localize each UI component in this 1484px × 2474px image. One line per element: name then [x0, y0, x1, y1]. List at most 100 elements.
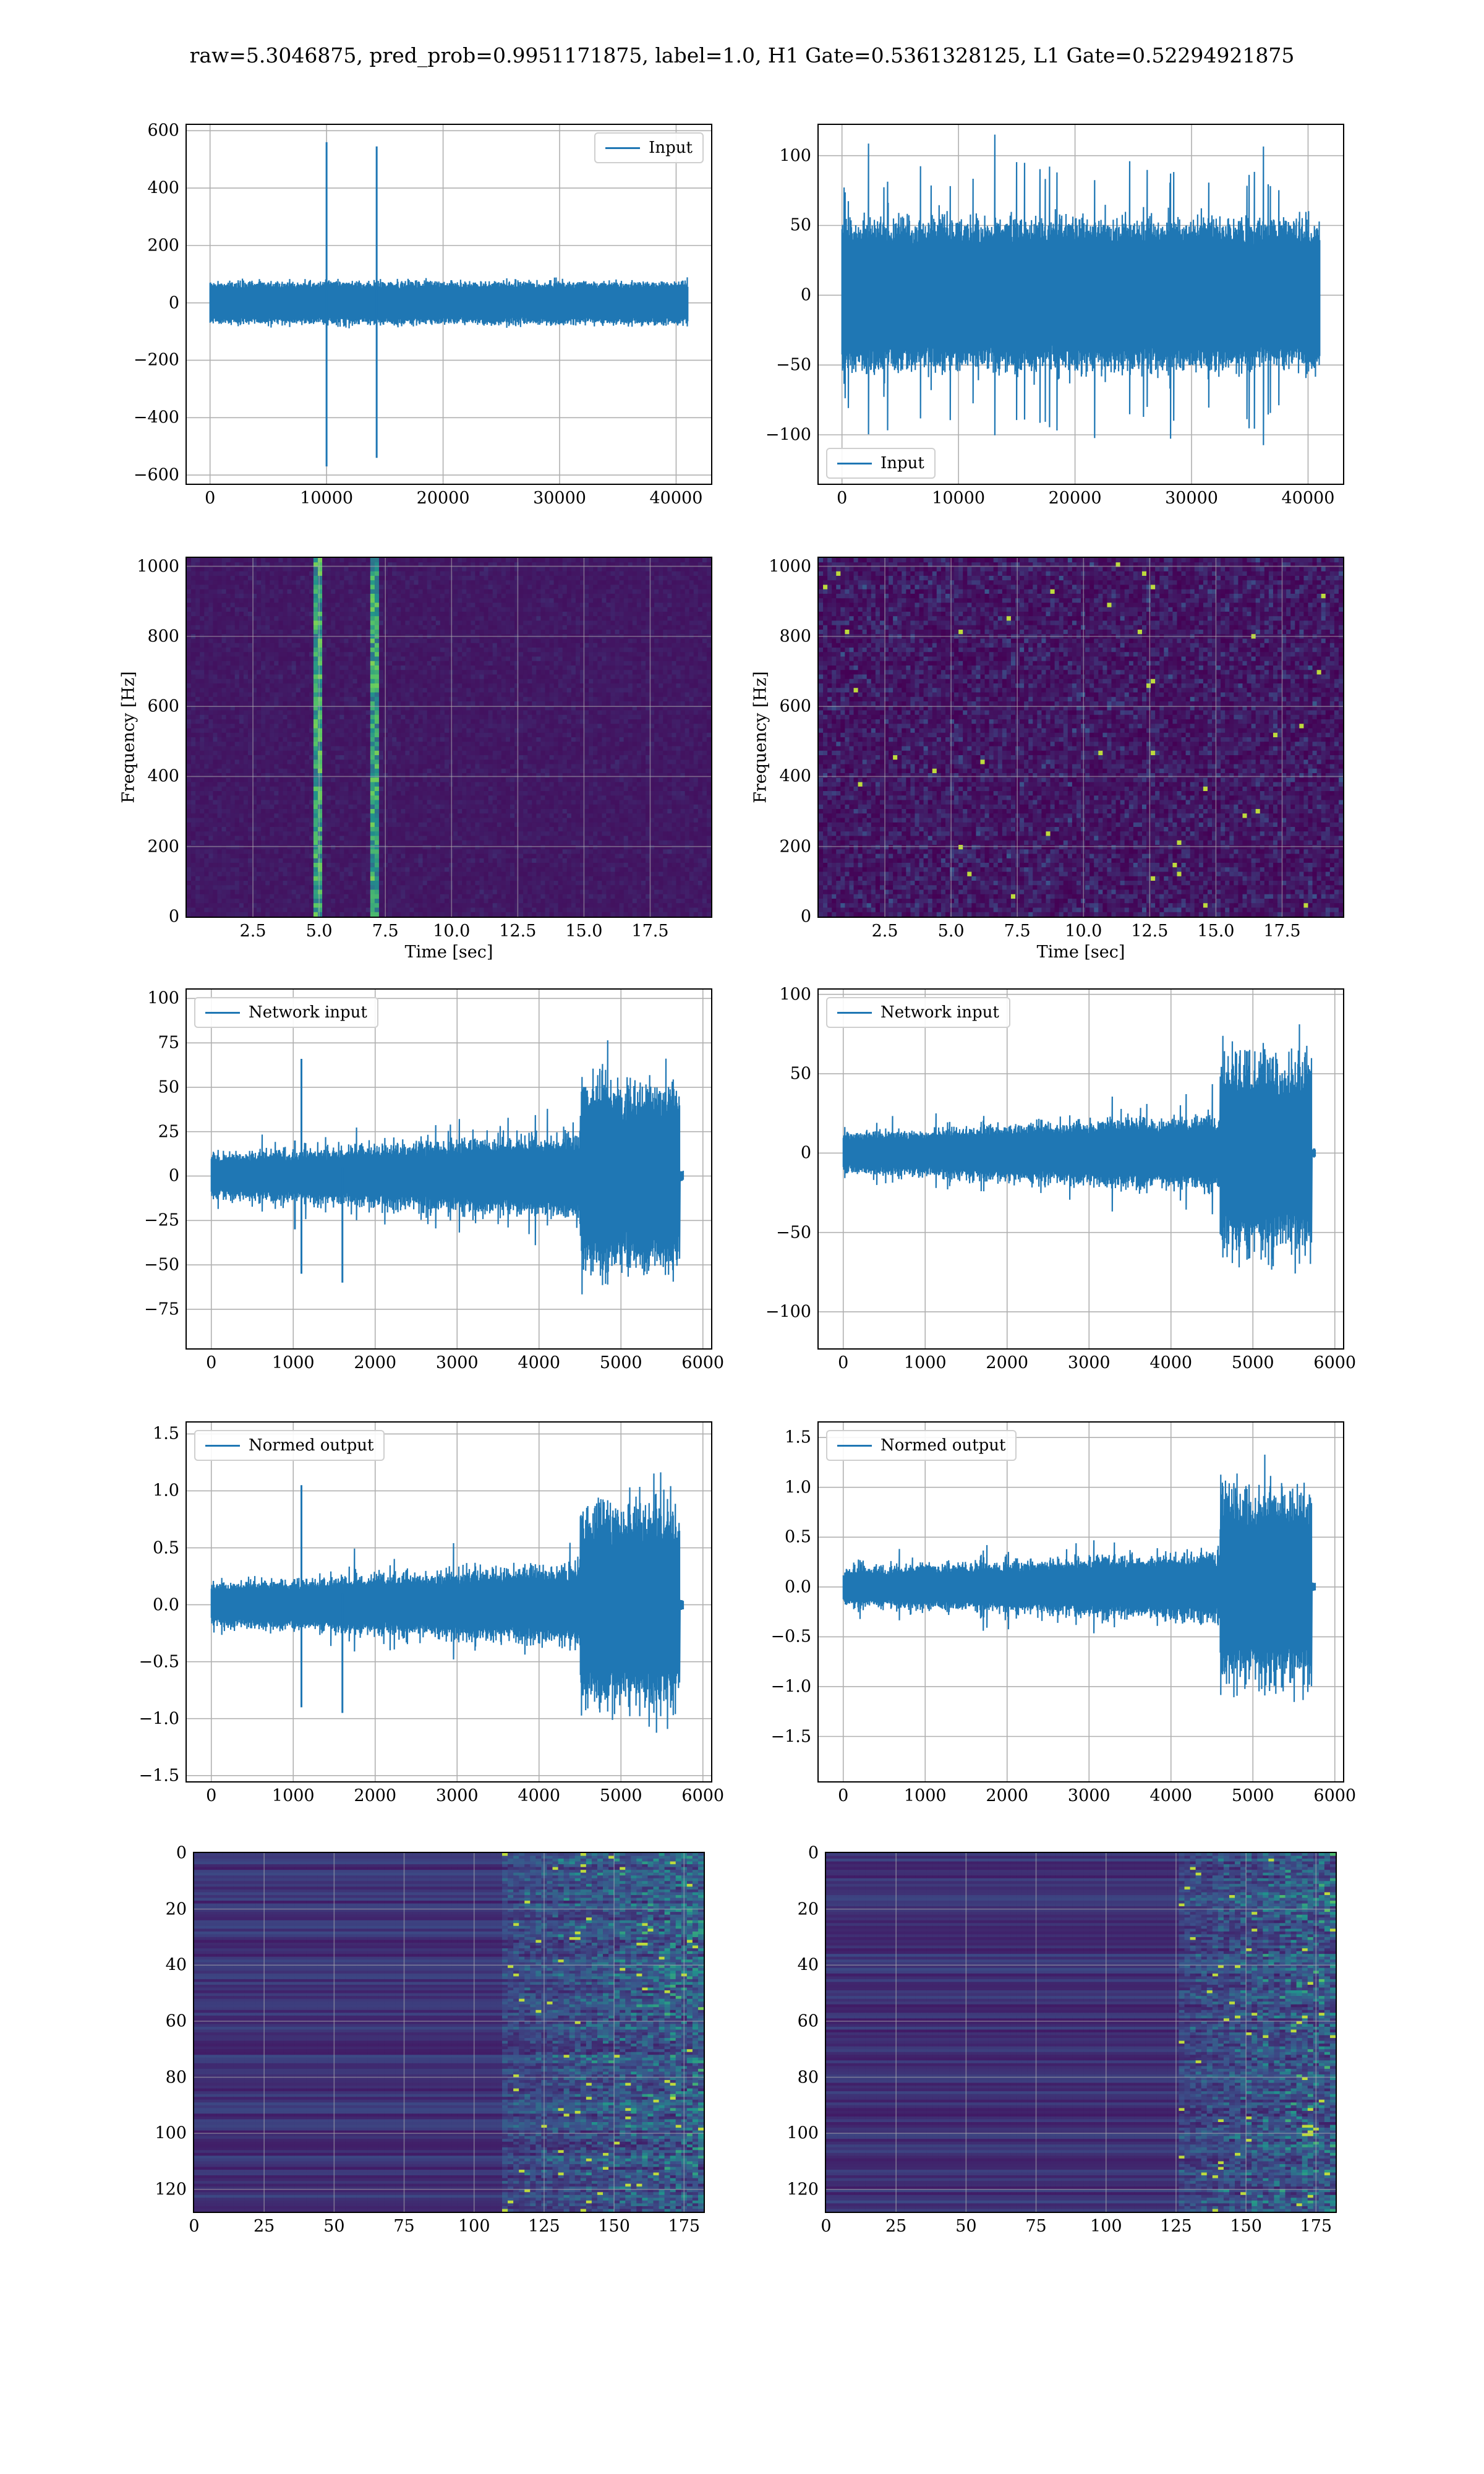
l1-input-plot — [817, 124, 1344, 485]
figure-title: raw=5.3046875, pred_prob=0.9951171875, l… — [0, 43, 1484, 67]
l1-features-xtick-2: 50 — [955, 2217, 976, 2236]
l1-spectrogram-ytick-1: 200 — [779, 837, 811, 856]
h1-features-plot — [193, 1852, 705, 2213]
l1-network-input-xtick-1: 1000 — [904, 1353, 947, 1372]
l1-network-input-xtick-6: 6000 — [1313, 1353, 1356, 1372]
l1-normed-output-legend-swatch — [837, 1444, 872, 1447]
h1-normed-output-legend: Normed output — [194, 1430, 385, 1461]
l1-features-xtick-4: 100 — [1090, 2217, 1122, 2236]
h1-input-xtick-1: 10000 — [300, 489, 353, 508]
h1-input-ytick-3: 0 — [169, 293, 179, 312]
h1-network-input-legend-swatch — [205, 1011, 240, 1014]
h1-input-series-line — [209, 277, 689, 328]
l1-spectrogram-ytick-4: 800 — [779, 627, 811, 646]
l1-input-xtick-2: 20000 — [1049, 489, 1102, 508]
l1-normed-output-plot — [817, 1421, 1344, 1783]
h1-network-input-ytick-4: 25 — [158, 1122, 179, 1141]
l1-input-ytick-3: 50 — [790, 216, 811, 235]
h1-spectrogram-ytick-0: 0 — [169, 907, 179, 927]
h1-normed-output-ytick-3: 0.0 — [153, 1595, 179, 1614]
h1-input-ytick-0: −600 — [134, 466, 179, 485]
h1-network-input-legend-label: Network input — [249, 1003, 367, 1022]
l1-features-svg — [826, 1853, 1336, 2212]
h1-normed-output-ytick-0: −1.5 — [139, 1766, 179, 1785]
h1-spectrogram-xtick-2: 7.5 — [372, 922, 399, 941]
h1-normed-output-xtick-5: 5000 — [600, 1786, 642, 1805]
h1-normed-output-xtick-1: 1000 — [272, 1786, 315, 1805]
l1-spectrogram-xtick-0: 2.5 — [872, 922, 898, 941]
h1-network-input-xtick-1: 1000 — [272, 1353, 315, 1372]
h1-input-ytick-4: 200 — [147, 236, 179, 255]
h1-spectrogram-xtick-0: 2.5 — [240, 922, 267, 941]
h1-features-xtick-0: 0 — [189, 2217, 199, 2236]
h1-input-ytick-1: −400 — [134, 408, 179, 427]
h1-normed-output-legend-swatch — [205, 1444, 240, 1447]
h1-features-ytick-2: 40 — [166, 1956, 187, 1975]
l1-spectrogram-xtick-3: 10.0 — [1065, 922, 1102, 941]
h1-input-legend-swatch — [605, 147, 641, 149]
h1-features-ytick-1: 20 — [166, 1899, 187, 1919]
l1-features-xtick-6: 150 — [1230, 2217, 1262, 2236]
h1-spectrogram-ylabel: Frequency [Hz] — [119, 671, 139, 803]
l1-network-input-ytick-3: 50 — [790, 1064, 811, 1084]
l1-input-xtick-3: 30000 — [1165, 489, 1218, 508]
l1-spectrogram-xlabel: Time [sec] — [1037, 943, 1125, 962]
h1-spectrogram-ytick-5: 1000 — [137, 557, 179, 576]
h1-features-ytick-6: 120 — [155, 2180, 187, 2199]
h1-normed-output-ytick-5: 1.0 — [153, 1481, 179, 1500]
h1-input-legend-label: Input — [649, 139, 693, 157]
l1-spectrogram-xtick-1: 5.0 — [938, 922, 965, 941]
h1-features-xtick-4: 100 — [458, 2217, 490, 2236]
h1-network-input-xtick-5: 5000 — [600, 1353, 642, 1372]
h1-network-input-plot — [186, 988, 712, 1350]
h1-features-ytick-0: 0 — [176, 1844, 187, 1863]
l1-normed-output-ytick-3: 0.0 — [785, 1577, 811, 1596]
h1-spectrogram-xtick-4: 12.5 — [499, 922, 536, 941]
l1-normed-output-series-line — [842, 1454, 1316, 1702]
l1-network-input-legend: Network input — [826, 997, 1010, 1028]
h1-input-svg — [187, 125, 711, 484]
l1-spectrogram-xtick-5: 15.0 — [1197, 922, 1234, 941]
h1-features-svg — [194, 1853, 704, 2212]
h1-features-ytick-5: 100 — [155, 2124, 187, 2143]
h1-network-input-xtick-3: 3000 — [436, 1353, 479, 1372]
l1-features-xtick-0: 0 — [821, 2217, 831, 2236]
l1-network-input-xtick-4: 4000 — [1149, 1353, 1192, 1372]
h1-spectrogram-ytick-2: 400 — [147, 767, 179, 786]
l1-network-input-legend-label: Network input — [881, 1003, 999, 1022]
h1-network-input-ytick-0: −75 — [144, 1299, 179, 1319]
h1-spectrogram-xtick-5: 15.0 — [565, 922, 602, 941]
h1-spectrogram-plot — [186, 557, 712, 918]
l1-features-xtick-7: 175 — [1300, 2217, 1333, 2236]
l1-input-legend-label: Input — [881, 454, 924, 473]
l1-input-series-line — [841, 134, 1321, 445]
h1-normed-output-ytick-4: 0.5 — [153, 1538, 179, 1557]
l1-spectrogram-plot — [817, 557, 1344, 918]
l1-features-plot — [825, 1852, 1337, 2213]
l1-input-ytick-4: 100 — [779, 146, 811, 165]
h1-network-input-xtick-2: 2000 — [354, 1353, 396, 1372]
l1-input-xtick-4: 40000 — [1282, 489, 1335, 508]
l1-normed-output-svg — [819, 1423, 1343, 1781]
h1-network-input-ytick-5: 50 — [158, 1077, 179, 1097]
l1-network-input-ytick-2: 0 — [801, 1144, 811, 1163]
h1-network-input-xtick-4: 4000 — [518, 1353, 560, 1372]
h1-normed-output-ytick-2: −0.5 — [139, 1652, 179, 1671]
h1-network-input-series-line — [210, 1040, 684, 1295]
h1-network-input-ytick-3: 0 — [169, 1166, 179, 1186]
l1-input-legend-swatch — [837, 462, 872, 464]
l1-spectrogram-xtick-4: 12.5 — [1131, 922, 1168, 941]
h1-normed-output-series-line — [210, 1472, 684, 1733]
h1-input-xtick-2: 20000 — [417, 489, 470, 508]
l1-normed-output-ytick-0: −1.5 — [770, 1727, 811, 1746]
l1-input-ytick-1: −50 — [776, 356, 811, 375]
l1-network-input-xtick-5: 5000 — [1232, 1353, 1274, 1372]
l1-normed-output-xtick-0: 0 — [838, 1786, 848, 1805]
h1-normed-output-xtick-0: 0 — [206, 1786, 216, 1805]
h1-normed-output-xtick-2: 2000 — [354, 1786, 396, 1805]
h1-input-xtick-0: 0 — [205, 489, 215, 508]
l1-spectrogram-ytick-3: 600 — [779, 697, 811, 716]
h1-network-input-ytick-6: 75 — [158, 1034, 179, 1053]
l1-input-ytick-2: 0 — [801, 286, 811, 305]
h1-normed-output-legend-label: Normed output — [249, 1436, 373, 1455]
